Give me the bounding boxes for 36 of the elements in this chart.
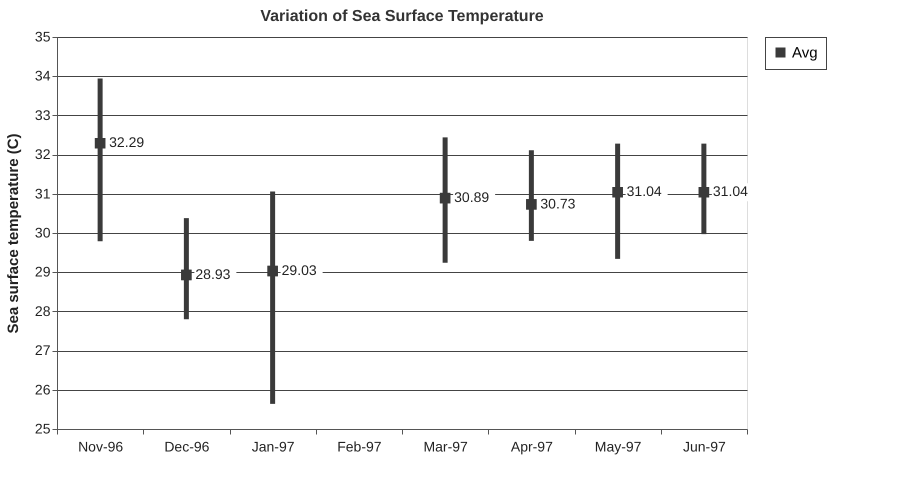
y-tick-label: 33 xyxy=(34,106,51,123)
data-label: 30.73 xyxy=(540,195,576,212)
x-tick-label: Jun-97 xyxy=(682,438,726,454)
data-label: 28.93 xyxy=(195,266,231,282)
x-tick-label: Dec-96 xyxy=(164,438,210,454)
x-tick-label: Mar-97 xyxy=(423,438,468,454)
point xyxy=(181,270,192,280)
point xyxy=(526,199,537,210)
x-tick-label: May-97 xyxy=(594,438,642,454)
data-label: 32.29 xyxy=(109,134,144,150)
point xyxy=(94,138,106,148)
x-tick-label: Nov-96 xyxy=(78,438,124,454)
y-tick-label: 27 xyxy=(34,342,51,358)
point xyxy=(612,186,623,198)
y-axis-title: Sea surface temperature (C) xyxy=(4,133,22,334)
y-tick-label: 30 xyxy=(34,224,51,240)
y-tick-label: 31 xyxy=(34,185,51,202)
point xyxy=(440,192,450,204)
x-tick-label: Feb-97 xyxy=(337,438,382,454)
y-tick-label: 35 xyxy=(34,28,51,44)
data-label: 29.03 xyxy=(282,262,317,278)
y-tick-label: 28 xyxy=(34,302,51,319)
data-label: 30.89 xyxy=(454,189,490,206)
y-tick-label: 29 xyxy=(34,264,51,280)
y-tick-label: 32 xyxy=(34,146,51,162)
x-tick-label: Jan-97 xyxy=(252,438,295,454)
data-label: 31.04 xyxy=(712,183,748,200)
chart-title: Variation of Sea Surface Temperature xyxy=(260,8,544,25)
point xyxy=(698,186,710,198)
y-tick-label: 26 xyxy=(34,381,51,398)
x-tick-label: Apr-97 xyxy=(510,438,554,454)
y-tick-label: 25 xyxy=(34,420,51,436)
data-label: 31.04 xyxy=(626,183,662,200)
legend-label: Avg xyxy=(792,44,818,62)
y-tick-label: 34 xyxy=(34,68,51,84)
point xyxy=(267,266,278,276)
